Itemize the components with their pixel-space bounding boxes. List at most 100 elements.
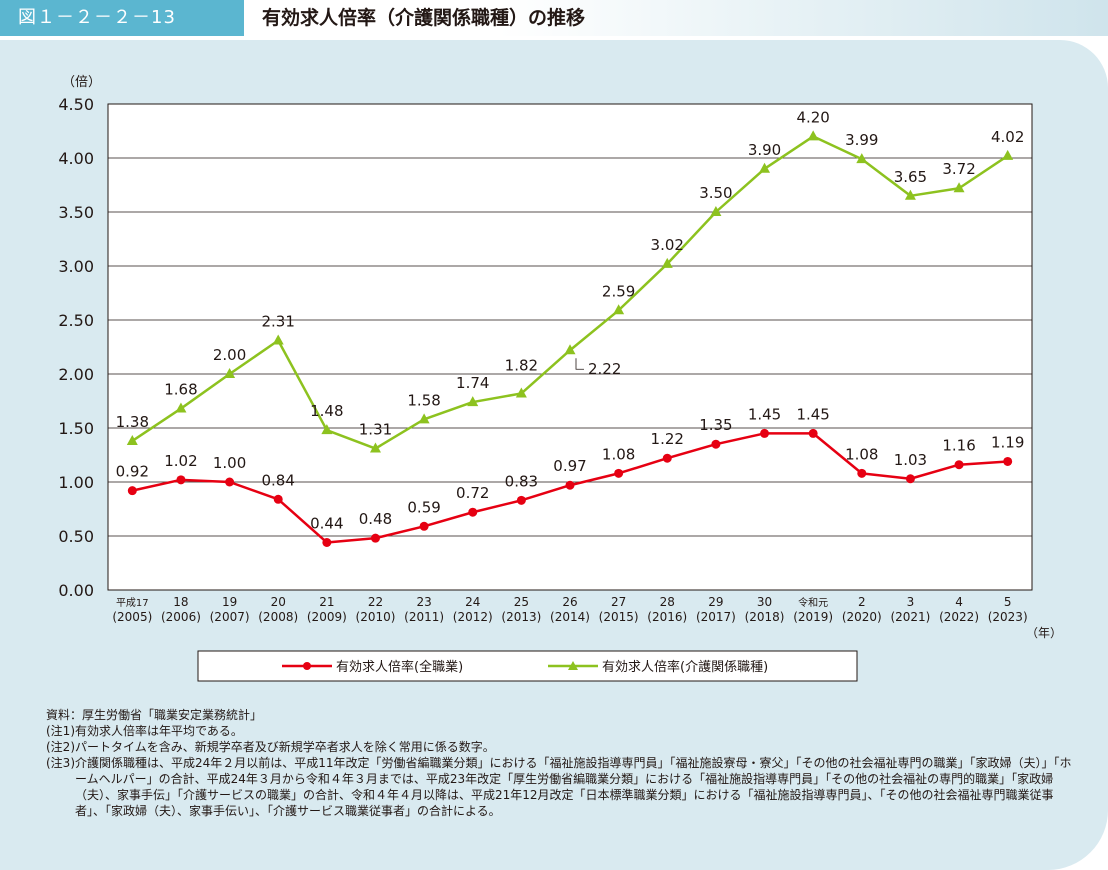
x-tick-label: 2 <box>858 595 866 609</box>
x-tick-year: (2005) <box>112 610 152 624</box>
y-tick-label: 4.00 <box>58 149 94 168</box>
y-tick-label: 1.50 <box>58 419 94 438</box>
data-label: 1.31 <box>359 421 392 439</box>
note-1: (注1) 有効求人倍率は年平均である。 <box>46 723 1076 739</box>
data-point <box>857 468 867 478</box>
x-tick-year: (2016) <box>647 610 687 624</box>
x-tick-label: 25 <box>514 595 529 609</box>
x-tick-label: 19 <box>222 595 237 609</box>
y-tick-label: 3.00 <box>58 257 94 276</box>
note-source: 資料： 厚生労働省「職業安定業務統計」 <box>46 707 1076 723</box>
data-label: 0.92 <box>116 463 149 481</box>
data-label: 2.00 <box>213 346 246 364</box>
legend-marker-all <box>303 662 311 670</box>
data-label: 0.72 <box>456 484 489 502</box>
data-point <box>953 182 965 193</box>
data-point <box>662 453 672 463</box>
note-text: パートタイムを含み、新規学卒者及び新規学卒者求人を除く常用に係る数字。 <box>75 740 495 754</box>
data-point <box>905 474 915 484</box>
data-point <box>370 533 380 543</box>
note-label: (注3) <box>46 756 75 770</box>
data-point <box>516 495 526 505</box>
data-point <box>419 521 429 531</box>
data-point <box>369 442 381 453</box>
note-label: 資料： <box>46 708 83 722</box>
data-point <box>954 460 964 470</box>
data-point <box>322 537 332 547</box>
line-chart: （倍） （年） 0.00 0.50 1.00 1.50 2.00 2.50 3.00 3.50… <box>58 75 1062 682</box>
data-point <box>272 334 284 345</box>
data-label: 3.72 <box>942 160 975 178</box>
y-tick-label: 2.50 <box>58 311 94 330</box>
x-tick-year: (2022) <box>939 610 979 624</box>
data-point <box>856 153 868 164</box>
data-point <box>418 413 430 424</box>
x-tick-year: (2011) <box>404 610 444 624</box>
data-label: 1.58 <box>407 391 440 409</box>
data-point <box>1002 149 1014 160</box>
data-label: 1.00 <box>213 454 246 472</box>
data-point <box>614 468 624 478</box>
data-label: 1.08 <box>602 445 635 463</box>
legend-label-all: 有効求人倍率(全職業) <box>336 659 463 675</box>
data-point <box>807 130 819 141</box>
data-point <box>273 494 283 504</box>
data-point <box>661 257 673 268</box>
x-tick-year: (2013) <box>501 610 541 624</box>
data-label: 1.38 <box>116 413 149 431</box>
data-label: 1.02 <box>164 452 197 470</box>
x-tick-label: 23 <box>416 595 431 609</box>
data-point <box>175 402 187 413</box>
data-label: 3.02 <box>651 236 684 254</box>
data-point <box>759 162 771 173</box>
x-tick-year: (2020) <box>842 610 882 624</box>
data-label: 1.03 <box>894 451 927 469</box>
data-point <box>904 189 916 200</box>
data-point <box>515 387 527 398</box>
x-tick-label: 26 <box>562 595 577 609</box>
x-tick-label: 21 <box>319 595 334 609</box>
data-label: 0.59 <box>407 498 440 516</box>
x-tick-label: 20 <box>271 595 286 609</box>
x-tick-year: (2006) <box>161 610 201 624</box>
x-tick-year: (2015) <box>599 610 639 624</box>
x-tick-label: 18 <box>173 595 188 609</box>
data-point <box>564 344 576 355</box>
figure-header: 図１－２－２－13 有効求人倍率（介護関係職種）の推移 <box>0 0 1108 36</box>
data-label: 3.90 <box>748 141 781 159</box>
note-label: (注1) <box>46 724 75 738</box>
data-label: 2.22 <box>588 360 621 378</box>
x-tick-year: (2023) <box>988 610 1028 624</box>
x-axis-unit: （年） <box>1026 626 1062 640</box>
x-tick-year: (2009) <box>307 610 347 624</box>
data-label: 1.48 <box>310 402 343 420</box>
x-tick-year: (2018) <box>745 610 785 624</box>
data-point <box>127 486 137 496</box>
figure-title: 有効求人倍率（介護関係職種）の推移 <box>262 7 586 29</box>
y-tick-label: 2.00 <box>58 365 94 384</box>
data-label: 1.19 <box>991 433 1024 451</box>
y-tick-label: 3.50 <box>58 203 94 222</box>
data-point <box>224 368 236 378</box>
note-text: 有効求人倍率は年平均である。 <box>75 724 243 738</box>
x-tick-year: (2008) <box>258 610 298 624</box>
data-label: 0.83 <box>505 472 538 490</box>
data-point <box>321 424 333 435</box>
label-leader <box>575 358 584 370</box>
x-tick-label: 22 <box>368 595 383 609</box>
figure-number: 図１－２－２－13 <box>0 0 244 36</box>
data-label: 0.84 <box>262 471 295 489</box>
data-label: 2.31 <box>262 313 295 331</box>
x-tick-label: 令和元 <box>798 596 828 609</box>
y-tick-label: 1.00 <box>58 473 94 492</box>
data-label: 1.16 <box>942 437 975 455</box>
x-tick-year: (2014) <box>550 610 590 624</box>
data-point <box>710 206 722 216</box>
x-tick-year: (2021) <box>890 610 930 624</box>
note-text: 厚生労働省「職業安定業務統計」 <box>82 708 263 722</box>
data-label: 3.65 <box>894 168 927 186</box>
y-tick-label: 0.50 <box>58 527 94 546</box>
x-tick-year: (2017) <box>696 610 736 624</box>
data-point <box>126 434 138 445</box>
note-3: (注3) 介護関係職種は、平成24年２月以前は、平成11年改定「労働省編職業分類」… <box>46 755 1076 819</box>
